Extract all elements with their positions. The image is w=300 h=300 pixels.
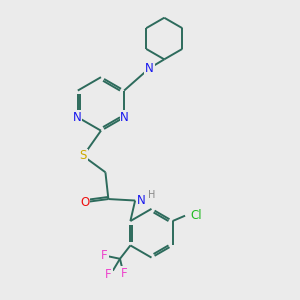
Text: O: O xyxy=(80,196,89,208)
Text: S: S xyxy=(80,149,87,162)
Text: N: N xyxy=(120,111,129,124)
Text: N: N xyxy=(145,62,154,75)
Text: H: H xyxy=(148,190,155,200)
Text: N: N xyxy=(137,194,146,207)
Text: F: F xyxy=(101,249,108,262)
Text: F: F xyxy=(105,268,112,281)
Text: Cl: Cl xyxy=(190,209,202,222)
Text: N: N xyxy=(73,111,82,124)
Text: F: F xyxy=(121,266,128,280)
